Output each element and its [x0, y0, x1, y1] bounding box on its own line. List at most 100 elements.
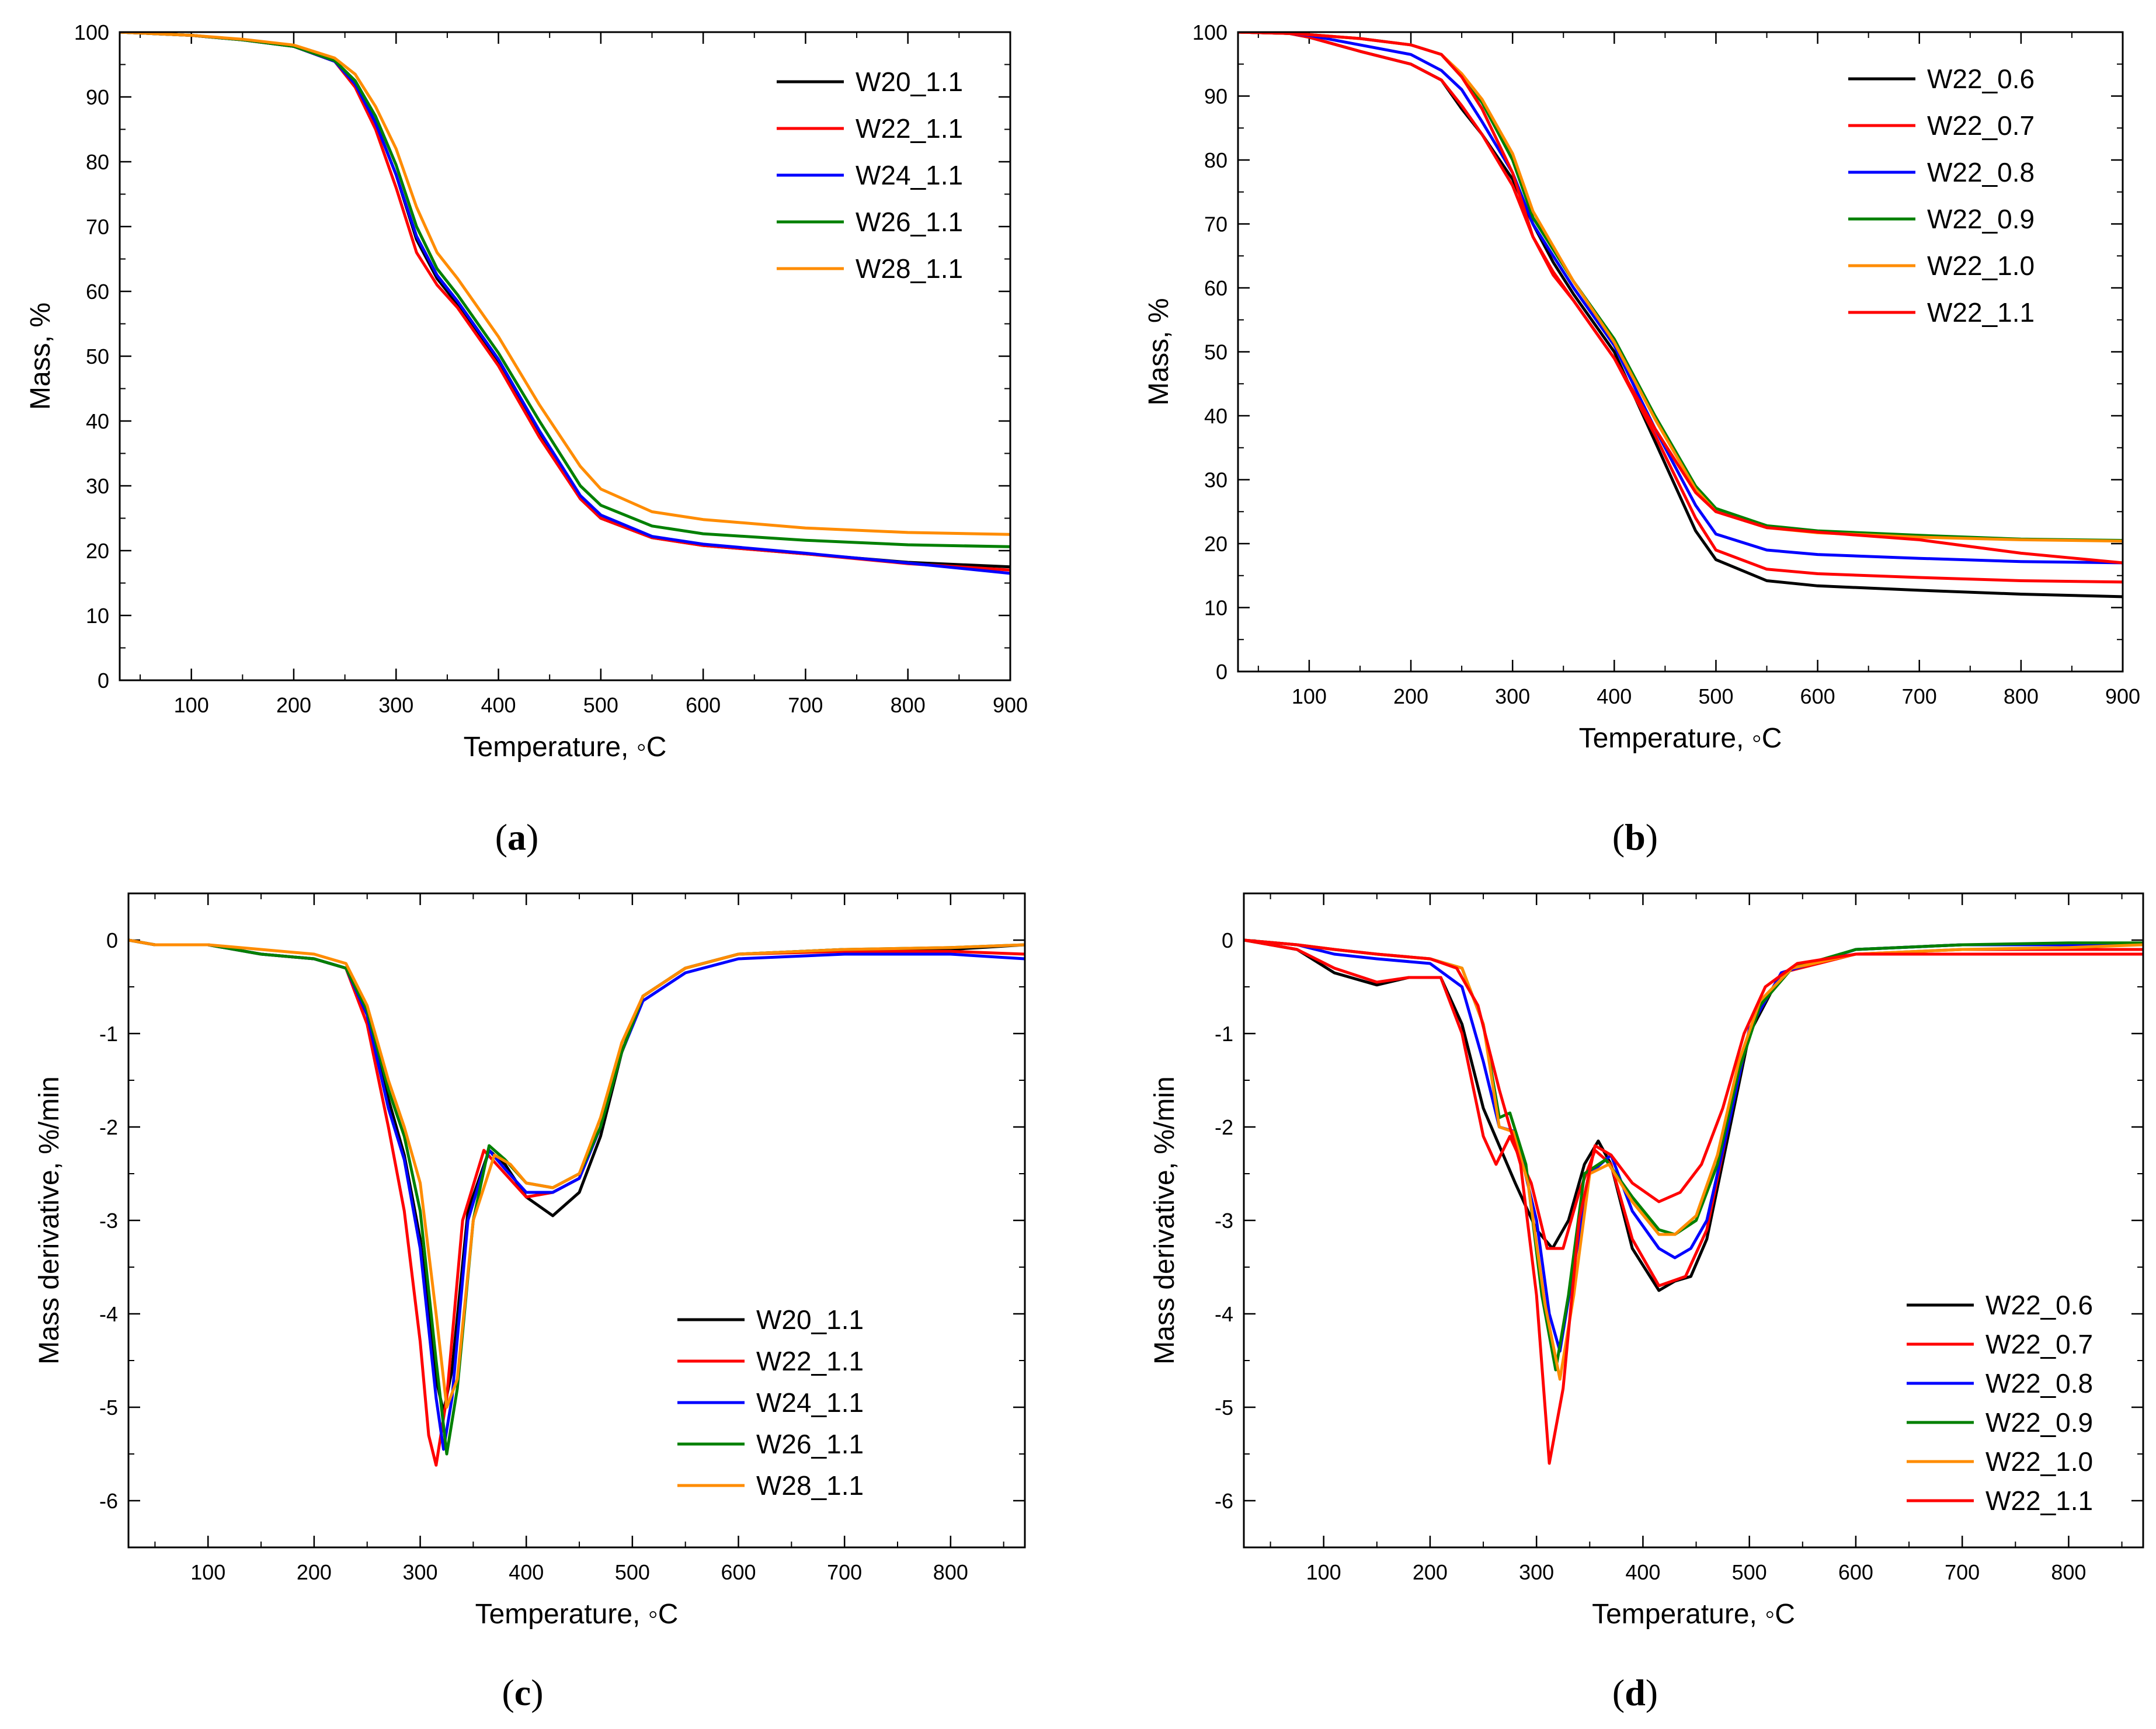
- x-tick-label: 800: [891, 693, 926, 717]
- x-tick-label: 100: [190, 1560, 225, 1584]
- y-tick-label: 30: [86, 474, 109, 498]
- x-tick-label: 700: [1945, 1560, 1980, 1584]
- x-axis-label: Temperature, ◦C: [475, 1599, 679, 1630]
- y-tick-label: 90: [86, 85, 109, 109]
- x-tick-label: 200: [1393, 684, 1428, 708]
- x-tick-label: 100: [174, 693, 209, 717]
- y-tick-label: 60: [1204, 276, 1227, 300]
- legend-label: W20_1.1: [756, 1304, 864, 1335]
- x-tick-label: 700: [827, 1560, 862, 1584]
- y-tick-label: -3: [99, 1209, 118, 1233]
- legend-label: W24_1.1: [856, 160, 963, 190]
- x-tick-label: 400: [1597, 684, 1632, 708]
- x-tick-label: 100: [1306, 1560, 1341, 1584]
- legend-label: W22_1.1: [1927, 297, 2035, 328]
- y-tick-label: -3: [1215, 1209, 1233, 1233]
- plot-frame: [1243, 892, 2144, 1549]
- x-tick-label: 300: [1495, 684, 1530, 708]
- legend-label: W28_1.1: [856, 253, 963, 284]
- x-tick-label: 700: [788, 693, 823, 717]
- legend-label: W22_0.9: [1927, 204, 2035, 234]
- y-tick-label: -6: [1215, 1489, 1233, 1513]
- legend-label: W22_1.1: [1985, 1486, 2093, 1516]
- x-tick-label: 600: [1800, 684, 1835, 708]
- y-tick-label: -4: [1215, 1302, 1233, 1326]
- y-tick-label: 20: [1204, 532, 1227, 556]
- y-tick-label: 90: [1204, 85, 1227, 109]
- y-tick-label: 40: [86, 409, 109, 433]
- plot-frame: [127, 892, 1026, 1549]
- series-line-W22_1.1: [128, 938, 1025, 1467]
- legend-label: W26_1.1: [856, 207, 963, 237]
- y-axis-label: Mass derivative, %/min: [1149, 1076, 1180, 1364]
- y-tick-label: 50: [86, 345, 109, 368]
- chart-panel-c: 100 200 300 400 500 600 700 800 -6 -5 -4 -3 -2 -1 0 Tem…: [34, 892, 1026, 1713]
- series-line-W26_1.1: [128, 938, 1025, 1456]
- x-tick-label: 900: [2105, 684, 2140, 708]
- series-line-W28_1.1: [120, 32, 1010, 536]
- x-tick-label: 500: [1732, 1560, 1767, 1584]
- series-line-W20_1.1: [120, 32, 1010, 569]
- series-line-W28_1.1: [128, 938, 1025, 1409]
- y-axis-label: Mass, %: [25, 302, 56, 410]
- y-tick-label: 10: [1204, 596, 1227, 620]
- plot-frame: [1237, 31, 2124, 673]
- series-line-W22_0.7: [1238, 32, 2123, 584]
- x-tick-label: 600: [1838, 1560, 1873, 1584]
- x-tick-label: 700: [1902, 684, 1937, 708]
- x-tick-label: 500: [615, 1560, 650, 1584]
- series-line-W22_1.1: [1238, 32, 2123, 565]
- x-axis-label: Temperature, ◦C: [1579, 723, 1782, 754]
- legend-label: W28_1.1: [756, 1470, 864, 1501]
- x-tick-label: 600: [721, 1560, 756, 1584]
- series-line-W22_0.8: [1238, 32, 2123, 565]
- y-axis-label: Mass, %: [1143, 298, 1174, 405]
- legend-label: W26_1.1: [756, 1429, 864, 1459]
- y-axis-label: Mass derivative, %/min: [34, 1076, 65, 1364]
- legend-label: W22_0.7: [1927, 110, 2035, 141]
- series-line-W22_0.7: [1244, 938, 2143, 1288]
- y-tick-label: 0: [1216, 660, 1227, 684]
- chart-panel-d: 100 200 300 400 500 600 700 800 -6 -5 -4 -3 -2 -1 0 Tem…: [1149, 892, 2144, 1713]
- x-tick-label: 100: [1292, 684, 1327, 708]
- y-tick-label: 80: [1204, 148, 1227, 172]
- legend-label: W22_0.7: [1985, 1329, 2093, 1359]
- y-tick-label: 70: [86, 215, 109, 239]
- panel-label: (b): [1612, 816, 1658, 858]
- y-tick-label: 100: [1192, 20, 1227, 44]
- y-tick-label: 0: [98, 669, 109, 693]
- y-tick-label: -5: [1215, 1396, 1233, 1420]
- series-line-W22_1.1: [1244, 938, 2143, 1465]
- legend-label: W22_1.0: [1927, 251, 2035, 281]
- x-tick-label: 500: [583, 693, 618, 717]
- y-tick-label: 100: [74, 20, 109, 44]
- y-tick-label: 0: [1222, 928, 1233, 952]
- x-tick-label: 400: [509, 1560, 544, 1584]
- y-tick-label: -6: [99, 1489, 118, 1513]
- series-line-W22_0.6: [1244, 938, 2143, 1292]
- x-tick-label: 300: [378, 693, 413, 717]
- x-tick-label: 800: [933, 1560, 968, 1584]
- legend-label: W22_0.6: [1927, 64, 2035, 94]
- panel-label: (a): [495, 816, 539, 858]
- chart-panel-a: 100 200 300 400 500 600 700 800 900 0 10 20 30 40 50 60…: [25, 20, 1028, 858]
- chart-panel-b: 100 200 300 400 500 600 700 800 900 0 10 20 30 40 50 60…: [1143, 20, 2140, 858]
- panel-label: (d): [1612, 1672, 1658, 1713]
- y-tick-label: 50: [1204, 340, 1227, 364]
- x-tick-label: 300: [403, 1560, 438, 1584]
- x-tick-label: 200: [276, 693, 311, 717]
- x-axis-label: Temperature, ◦C: [1592, 1599, 1795, 1630]
- y-tick-label: 30: [1204, 468, 1227, 492]
- legend-label: W22_0.8: [1927, 157, 2035, 187]
- y-tick-label: -1: [1215, 1022, 1233, 1046]
- legend-label: W22_1.1: [856, 113, 963, 144]
- x-tick-label: 900: [993, 693, 1028, 717]
- y-tick-label: 40: [1204, 404, 1227, 428]
- y-tick-label: 0: [106, 928, 118, 952]
- x-tick-label: 500: [1698, 684, 1733, 708]
- y-tick-label: -2: [1215, 1115, 1233, 1139]
- x-tick-label: 800: [2004, 684, 2039, 708]
- x-tick-label: 800: [2051, 1560, 2086, 1584]
- series-line-W22_1.0: [1238, 32, 2123, 543]
